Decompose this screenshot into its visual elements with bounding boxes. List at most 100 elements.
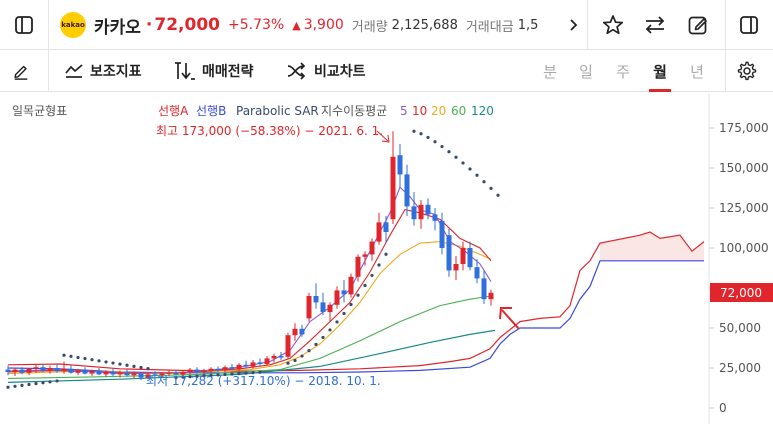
favorite-button[interactable]	[596, 0, 630, 50]
drawing-tool-button[interactable]	[12, 50, 36, 92]
psar-dot	[440, 144, 444, 149]
change-percent: +5.73%	[228, 17, 285, 33]
candle-body	[278, 356, 284, 358]
period-year-tab[interactable]: 년	[690, 62, 704, 81]
y-tick-label: 125,000	[719, 201, 769, 215]
candle-body	[82, 370, 88, 374]
psar-dot	[293, 358, 297, 363]
indicator-chart-icon	[65, 64, 83, 78]
psar-dot	[230, 372, 234, 376]
candle-body	[383, 222, 389, 232]
price-chart[interactable]: 175,000150,000125,000100,00075,00050,000…	[0, 93, 773, 424]
sidebar-toggle-button[interactable]	[0, 0, 48, 50]
candle-body	[418, 204, 424, 220]
up-arrow-icon: ▲	[292, 18, 301, 32]
legend-psar: Parabolic SAR	[236, 104, 319, 118]
candle-body	[194, 369, 200, 372]
y-tick-label: 0	[719, 401, 727, 415]
psar-dot	[356, 293, 360, 297]
legend-ma5: 5	[400, 104, 408, 118]
candle-body	[481, 278, 487, 300]
legend-ma120: 120	[471, 104, 494, 118]
y-tick-label: 50,000	[719, 321, 761, 335]
indicators-button[interactable]: 보조지표	[64, 50, 142, 92]
indicators-label: 보조지표	[90, 64, 142, 80]
psar-dot	[146, 367, 150, 371]
period-day-tab[interactable]: 일	[579, 62, 593, 81]
candle-body	[19, 369, 25, 373]
psar-dot	[202, 374, 206, 378]
candles	[5, 131, 494, 381]
candle-body	[243, 364, 249, 367]
candle-body	[320, 302, 326, 312]
period-month-tab[interactable]: 월	[643, 50, 677, 92]
candle-body	[348, 276, 354, 295]
kakao-logo: kakao	[60, 12, 86, 38]
psar-dot	[181, 375, 185, 379]
candle-body	[138, 373, 144, 378]
candle-body	[12, 369, 18, 372]
psar-dot	[496, 193, 500, 197]
current-price-tag	[710, 283, 773, 302]
psar-dot	[111, 361, 115, 365]
psar-dot	[251, 371, 255, 375]
psar-dot	[426, 135, 430, 140]
psar-dot	[139, 365, 143, 370]
psar-dot	[41, 381, 45, 385]
psar-dot	[328, 328, 332, 332]
candlestick-chart-canvas[interactable]: 175,000150,000125,000100,00075,00050,000…	[0, 93, 773, 424]
psar-dot	[475, 173, 479, 177]
candle-body	[159, 373, 165, 376]
candle-body	[201, 370, 207, 372]
swap-button[interactable]	[638, 0, 672, 50]
candle-body	[411, 206, 417, 220]
psar-dot	[34, 382, 38, 386]
candle-body	[404, 174, 410, 207]
ichimoku-cloud	[600, 232, 704, 261]
psar-dot	[258, 370, 262, 374]
right-panel-toggle-button[interactable]	[725, 0, 773, 50]
psar-dot	[6, 385, 10, 389]
psar-dot	[412, 129, 416, 133]
psar-dot	[244, 371, 248, 375]
period-minute-tab[interactable]: 분	[543, 62, 557, 81]
volume-value: 2,125,688	[391, 17, 458, 33]
psar-dot	[237, 371, 241, 376]
candle-body	[180, 372, 186, 375]
y-tick-label: 100,000	[719, 241, 769, 255]
psar-dot	[69, 354, 73, 358]
psar-dot	[97, 359, 101, 363]
ticker-summary: kakao 카카오 · 72,000 +5.73% ▲ 3,900 거래량 2,…	[60, 0, 582, 50]
candle-body	[229, 367, 235, 369]
candle-body	[40, 367, 46, 371]
current-price: 72,000	[154, 15, 220, 35]
strategy-button[interactable]: 매매전략	[174, 50, 254, 92]
candle-body	[390, 156, 396, 220]
edit-button[interactable]	[681, 0, 715, 50]
psar-dot	[48, 380, 52, 384]
candle-body	[341, 290, 347, 295]
candle-body	[187, 369, 193, 372]
compare-button[interactable]: 비교차트	[286, 50, 366, 92]
swap-arrows-icon	[645, 16, 665, 34]
psar-dot	[132, 364, 136, 368]
psar-dot	[363, 283, 367, 288]
ma10-line	[7, 208, 492, 374]
candle-body	[89, 371, 95, 374]
legend-ichimoku: 일목균형표	[12, 104, 67, 118]
candle-body	[446, 235, 452, 271]
period-week-tab[interactable]: 주	[616, 62, 630, 81]
more-info-button[interactable]	[563, 0, 585, 50]
psar-dot	[461, 161, 465, 165]
chart-settings-button[interactable]	[737, 50, 763, 92]
current-price-pointer	[501, 309, 520, 330]
psar-dot	[76, 355, 80, 360]
psar-dot	[104, 360, 108, 364]
candle-body	[236, 364, 242, 369]
candle-body	[61, 368, 67, 372]
amount-label: 거래대금	[465, 19, 514, 35]
y-tick-label: 175,000	[719, 121, 769, 135]
psar-dot	[482, 180, 486, 184]
high-annotation: 최고 173,000 (−58.38%) − 2021. 6. 1.	[156, 124, 383, 138]
candle-body	[474, 267, 480, 279]
